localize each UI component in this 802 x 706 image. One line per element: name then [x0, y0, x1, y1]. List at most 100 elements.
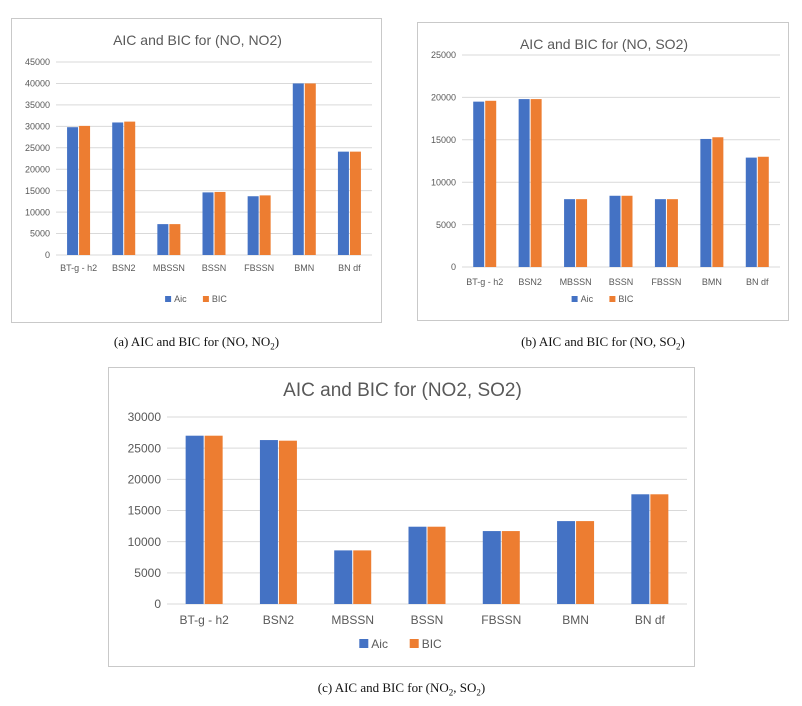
- chart-a-ytick-label: 0: [45, 250, 50, 260]
- chart-a-ytick-label: 40000: [25, 79, 50, 89]
- chart-a-bar-bic: [304, 83, 316, 255]
- chart-panel-c: AIC and BIC for (NO2, SO2) 0 5000 10000 1500…: [108, 367, 695, 667]
- chart-b-bar-aic: [518, 99, 530, 267]
- chart-a-category-label: BSSN: [202, 263, 227, 273]
- chart-a-ytick-label: 45000: [25, 57, 50, 67]
- chart-a-bar-bic: [349, 151, 361, 255]
- chart-c-bar-bic: [204, 435, 223, 604]
- chart-a-category-label: BSN2: [112, 263, 136, 273]
- chart-c-legend-swatch-bic: [409, 639, 419, 648]
- chart-a-legend-label-bic: BIC: [212, 294, 228, 304]
- chart-c-category-label: BSSN: [411, 613, 444, 627]
- chart-c-bar-bic: [278, 440, 297, 604]
- caption-c-mid: , SO: [453, 680, 477, 695]
- caption-b-suffix: ): [680, 334, 685, 349]
- chart-b-ytick-label: 10000: [431, 177, 456, 187]
- chart-a-bar-bic: [169, 224, 181, 255]
- chart-c-bar-bic: [576, 521, 595, 604]
- chart-a-category-label: MBSSN: [153, 263, 185, 273]
- chart-panel-b: AIC and BIC for (NO, SO2) 0 5000 10000 15000…: [417, 22, 789, 321]
- chart-b-category-label: BMN: [702, 277, 722, 287]
- chart-a-ytick-label: 10000: [25, 207, 50, 217]
- chart-b-legend-label-aic: Aic: [581, 294, 594, 304]
- chart-c-ytick-label: 5000: [134, 566, 161, 580]
- chart-c-category-label: FBSSN: [481, 613, 521, 627]
- chart-a-legend-swatch-aic: [165, 296, 172, 302]
- chart-a-svg: AIC and BIC for (NO, NO2) 0 5000 10000 15000…: [25, 32, 372, 304]
- chart-a-ytick-label: 25000: [25, 143, 50, 153]
- caption-c-prefix: (c) AIC and BIC for (NO: [317, 680, 449, 695]
- chart-a-bar-aic: [157, 224, 169, 255]
- caption-c: (c) AIC and BIC for (NO2, SO2): [108, 680, 695, 698]
- chart-c-category-label: MBSSN: [331, 613, 374, 627]
- chart-c-bar-aic: [408, 526, 427, 604]
- chart-b-ytick-label: 20000: [431, 93, 456, 103]
- chart-a-legend-swatch-bic: [202, 296, 209, 302]
- chart-a-ytick-label: 20000: [25, 164, 50, 174]
- chart-a-ytick-label: 35000: [25, 100, 50, 110]
- chart-a-bar-aic: [337, 151, 349, 255]
- chart-c-bar-aic: [185, 435, 204, 604]
- chart-c-bar-aic: [482, 531, 501, 604]
- chart-c-ytick-label: 10000: [128, 535, 162, 549]
- chart-b-category-label: MBSSN: [560, 277, 592, 287]
- caption-b-sub: 2: [676, 341, 681, 352]
- chart-a-legend-label-aic: Aic: [174, 294, 187, 304]
- chart-a-bar-aic: [247, 196, 259, 255]
- chart-b-bar-aic: [654, 199, 666, 267]
- chart-c-category-label: BSN2: [263, 613, 295, 627]
- chart-b-legend-swatch-bic: [609, 296, 616, 302]
- chart-c-ytick-label: 30000: [128, 410, 162, 424]
- chart-c-svg: AIC and BIC for (NO2, SO2) 0 5000 10000 1500…: [128, 380, 687, 651]
- chart-a-bar-aic: [67, 127, 79, 255]
- chart-b-bar-aic: [609, 195, 621, 267]
- chart-a-category-label: BN df: [338, 263, 361, 273]
- chart-b-ytick-label: 15000: [431, 135, 456, 145]
- chart-b-svg: AIC and BIC for (NO, SO2) 0 5000 10000 15000…: [431, 36, 780, 304]
- chart-c-legend-label-bic: BIC: [422, 637, 442, 651]
- chart-b-category-label: FBSSN: [651, 277, 681, 287]
- chart-a-ytick-label: 5000: [30, 229, 50, 239]
- caption-c-sub2: 2: [476, 687, 481, 698]
- chart-c-bar-bic: [353, 550, 372, 604]
- chart-a-ytick-label: 30000: [25, 121, 50, 131]
- chart-c-bar-bic: [650, 494, 669, 604]
- chart-b-bar-aic: [564, 199, 576, 267]
- chart-b-bar-bic: [621, 195, 633, 267]
- chart-c-bar-bic: [427, 526, 446, 604]
- chart-a-bar-bic: [124, 121, 136, 255]
- chart-c-category-label: BT-g - h2: [179, 613, 229, 627]
- chart-b-bar-bic: [576, 199, 588, 267]
- chart-b-title: AIC and BIC for (NO, SO2): [520, 36, 688, 52]
- chart-b-category-label: BT-g - h2: [466, 277, 503, 287]
- chart-c-ytick-label: 15000: [128, 504, 162, 518]
- caption-c-sub1: 2: [448, 687, 454, 698]
- chart-b-legend-label-bic: BIC: [618, 294, 634, 304]
- caption-b-prefix: (b) AIC and BIC for (NO, SO: [521, 334, 677, 349]
- caption-a: (a) AIC and BIC for (NO, NO2): [11, 334, 382, 352]
- caption-a-suffix: ): [274, 334, 280, 349]
- chart-a-category-label: BMN: [294, 263, 314, 273]
- chart-c-ytick-label: 20000: [128, 473, 162, 487]
- chart-c-bar-bic: [501, 531, 520, 604]
- chart-a-category-label: BT-g - h2: [60, 263, 97, 273]
- chart-a-bar-aic: [112, 122, 124, 256]
- chart-c-bar-aic: [557, 521, 576, 604]
- chart-c-bar-aic: [259, 440, 278, 604]
- chart-a-bar-bic: [79, 125, 91, 255]
- chart-c-legend-swatch-aic: [359, 639, 369, 648]
- chart-b-bar-bic: [757, 156, 769, 267]
- chart-c-bar-aic: [334, 550, 353, 604]
- chart-b-bar-bic: [530, 99, 542, 267]
- chart-c-title: AIC and BIC for (NO2, SO2): [283, 380, 522, 401]
- caption-a-prefix: (a) AIC and BIC for (NO, NO: [113, 334, 271, 349]
- chart-a-bar-aic: [202, 192, 214, 255]
- chart-c-category-label: BN df: [635, 613, 666, 627]
- chart-b-category-label: BN df: [746, 277, 769, 287]
- chart-a-title: AIC and BIC for (NO, NO2): [113, 32, 282, 48]
- chart-panel-a: AIC and BIC for (NO, NO2) 0 5000 10000 15000…: [11, 18, 382, 323]
- chart-b-bar-aic: [700, 138, 712, 267]
- chart-b-category-label: BSN2: [518, 277, 542, 287]
- chart-a-ytick-label: 15000: [25, 186, 50, 196]
- chart-a-bar-bic: [259, 195, 271, 255]
